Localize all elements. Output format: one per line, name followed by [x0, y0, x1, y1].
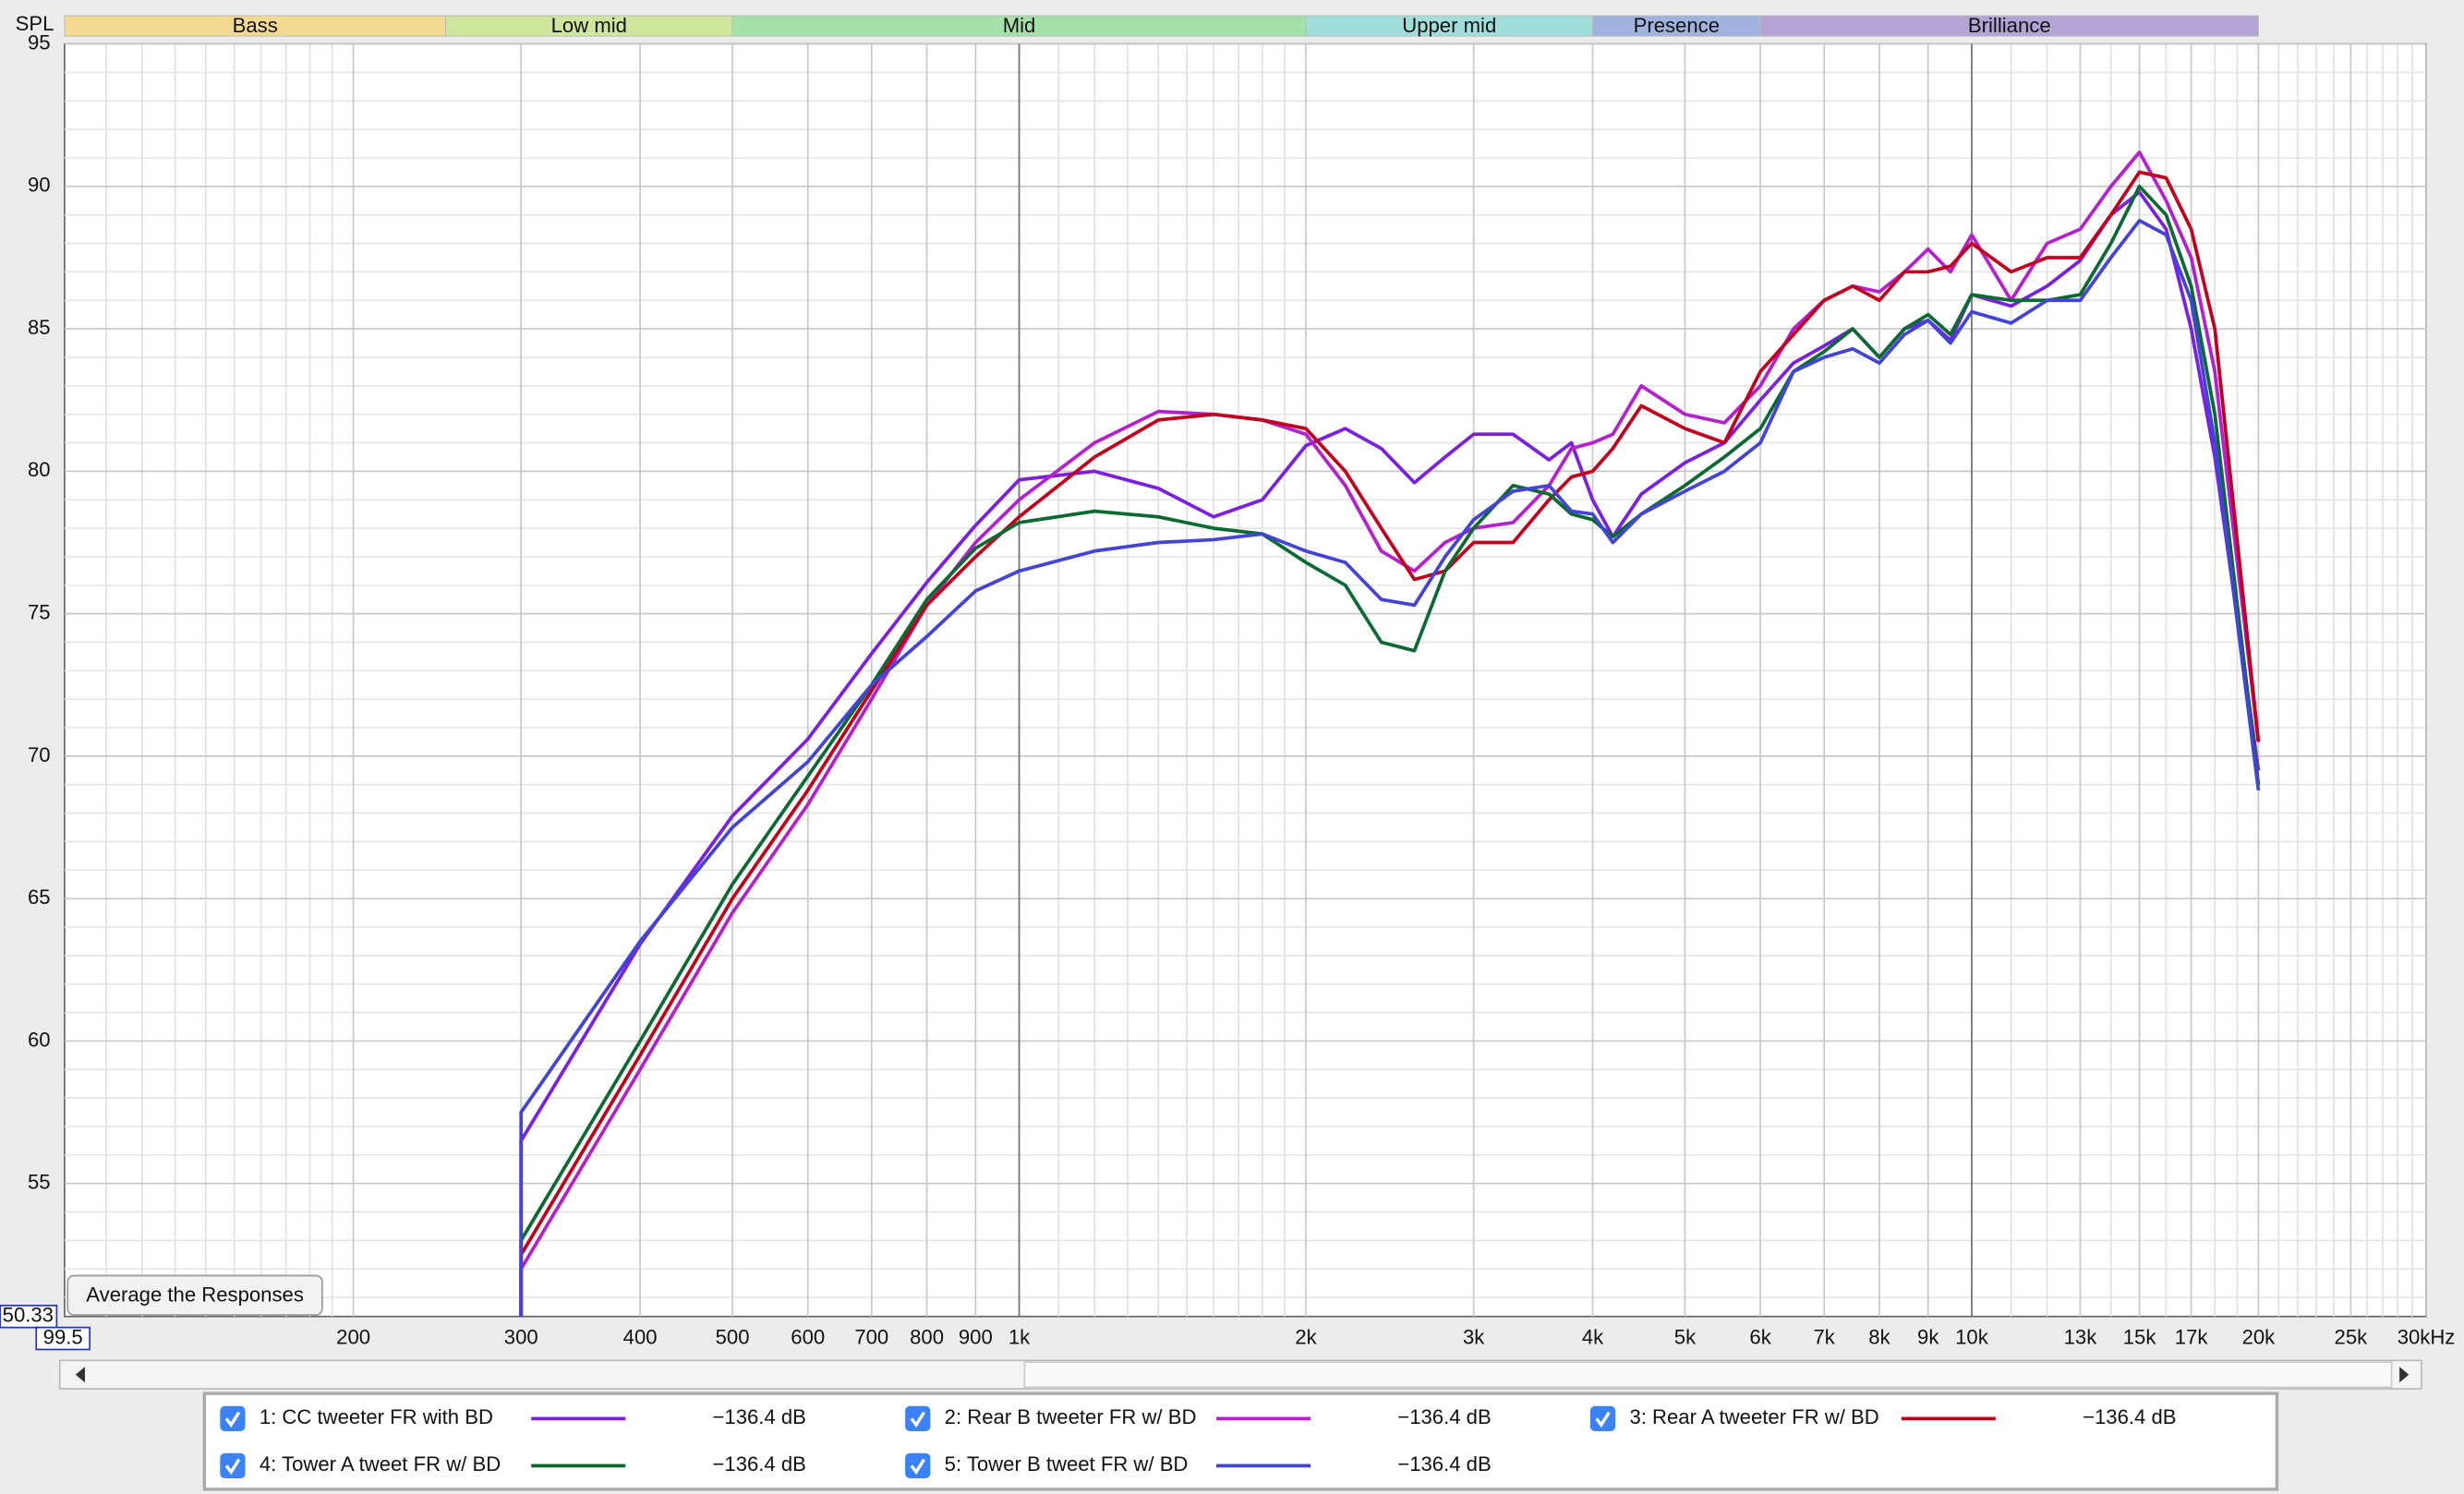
legend [202, 1392, 2279, 1491]
y-tick-label: 70 [28, 743, 51, 766]
x-tick-label: 17k [2175, 1325, 2209, 1348]
x-tick-label: 200 [336, 1325, 370, 1348]
x-tick-label: 7k [1813, 1325, 1835, 1348]
x-tick-label: 25k [2335, 1325, 2369, 1348]
scroll-right-arrow[interactable] [2399, 1367, 2410, 1383]
legend-checkbox[interactable] [220, 1405, 246, 1431]
x-tick-label: 15k [2123, 1325, 2157, 1348]
legend-checkbox[interactable] [905, 1452, 931, 1478]
x-tick-label: 400 [623, 1325, 658, 1348]
y-tick-label: 60 [28, 1028, 51, 1051]
legend-checkmark[interactable] [224, 1458, 241, 1476]
y-axis-label: SPL [16, 12, 54, 35]
x-min-label: 99.5 [43, 1325, 83, 1348]
series-line [519, 185, 2261, 1317]
series-line [519, 190, 2261, 1317]
x-tick-label: 6k [1749, 1325, 1771, 1348]
legend-checkbox[interactable] [1589, 1405, 1616, 1431]
legend-checkbox[interactable] [220, 1452, 246, 1478]
y-min-label: 50.33 [3, 1304, 54, 1327]
legend-label: 3: Rear A tweeter FR w/ BD [1629, 1405, 1878, 1428]
legend-checkmark[interactable] [910, 1458, 925, 1476]
band-label: Bass [233, 14, 278, 37]
x-tick-label: 300 [504, 1325, 538, 1348]
x-tick-label: 8k [1868, 1325, 1890, 1348]
y-tick-label: 55 [28, 1171, 51, 1194]
series-line [519, 219, 2261, 1317]
y-tick-label: 95 [28, 30, 51, 54]
legend-level: −136.4 dB [1397, 1405, 1491, 1428]
y-tick-label: 90 [28, 174, 51, 197]
y-tick-label: 75 [28, 600, 51, 623]
x-tick-label: 20k [2242, 1325, 2277, 1348]
x-tick-label: 600 [791, 1325, 825, 1348]
average-button[interactable] [66, 1274, 323, 1316]
y-tick-label: 85 [28, 316, 51, 339]
x-tick-label: 4k [1582, 1325, 1604, 1348]
legend-label: 1: CC tweeter FR with BD [260, 1405, 493, 1428]
x-tick-label: 2k [1295, 1325, 1317, 1348]
x-tick-label: 5k [1674, 1325, 1697, 1348]
band-label: Brilliance [1968, 14, 2051, 37]
y-tick-label: 65 [28, 886, 51, 909]
x-tick-label: 900 [959, 1325, 993, 1348]
plot-area [64, 42, 2427, 1318]
legend-level: −136.4 dB [712, 1452, 805, 1476]
legend-checkmark[interactable] [1595, 1411, 1611, 1428]
legend-entries: 1: CC tweeter FR with BD −136.4 dB 2: Rear… [220, 1405, 2177, 1478]
legend-checkmark[interactable] [224, 1411, 241, 1428]
band-label: Upper mid [1402, 14, 1496, 37]
legend-label: 2: Rear B tweeter FR w/ BD [945, 1405, 1197, 1428]
scroll-left-arrow[interactable] [75, 1367, 86, 1383]
legend-checkmark[interactable] [910, 1411, 925, 1428]
lines [519, 151, 2261, 1317]
series-line [519, 170, 2261, 1317]
x-tick-label: 30kHz [2398, 1325, 2456, 1348]
x-tick-label: 800 [910, 1325, 944, 1348]
band-label: Presence [1634, 14, 1720, 37]
x-tick-label: 13k [2064, 1325, 2098, 1348]
average-button-label[interactable]: Average the Responses [86, 1283, 304, 1306]
band [1759, 15, 2259, 37]
x-min-box [35, 1326, 91, 1351]
legend-checkbox[interactable] [905, 1405, 931, 1431]
x-tick-label: 1k [1009, 1325, 1031, 1348]
x-tick-label: 9k [1917, 1325, 1939, 1348]
x-tick-label: 500 [716, 1325, 750, 1348]
legend-level: −136.4 dB [1397, 1452, 1491, 1476]
legend-level: −136.4 dB [712, 1405, 805, 1428]
x-tick-label: 3k [1463, 1325, 1485, 1348]
legend-level: −136.4 dB [2083, 1405, 2176, 1428]
x-tick-label: 10k [1955, 1325, 1989, 1348]
y-min-box [0, 1304, 58, 1329]
grid [64, 42, 2427, 1317]
x-tick-label: 700 [854, 1325, 888, 1348]
legend-label: 4: Tower A tweet FR w/ BD [260, 1452, 501, 1476]
scrollbar-thumb[interactable] [1023, 1361, 2393, 1389]
band-label: Mid [1003, 14, 1036, 37]
band-label: Low mid [551, 14, 627, 37]
legend-label: 5: Tower B tweet FR w/ BD [945, 1452, 1189, 1476]
y-tick-label: 80 [28, 458, 51, 481]
